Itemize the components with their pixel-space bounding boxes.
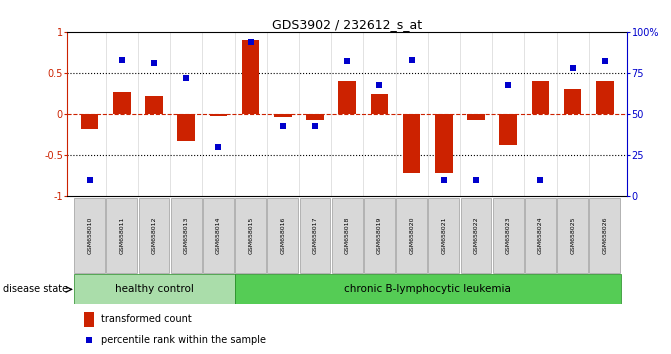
FancyBboxPatch shape [171,198,202,273]
Text: percentile rank within the sample: percentile rank within the sample [101,335,266,346]
Bar [306,114,324,120]
Text: GSM658012: GSM658012 [152,217,156,254]
Text: GSM658026: GSM658026 [603,217,607,254]
Point [213,144,224,150]
Bar [209,114,227,116]
FancyBboxPatch shape [299,198,331,273]
FancyBboxPatch shape [364,198,395,273]
FancyBboxPatch shape [589,198,620,273]
Point [374,82,384,87]
Point [599,59,610,64]
FancyBboxPatch shape [525,198,556,273]
FancyBboxPatch shape [428,198,459,273]
FancyBboxPatch shape [107,198,138,273]
Text: GSM658010: GSM658010 [87,217,92,254]
Bar [564,90,582,114]
Text: GSM658014: GSM658014 [216,217,221,254]
FancyBboxPatch shape [203,198,234,273]
Point [406,57,417,63]
Text: GSM658013: GSM658013 [184,217,189,254]
FancyBboxPatch shape [267,198,299,273]
FancyBboxPatch shape [331,198,363,273]
Point [342,59,353,64]
FancyBboxPatch shape [557,198,588,273]
Point [181,75,192,81]
Text: GSM658015: GSM658015 [248,217,253,254]
Point [278,123,289,129]
Point [149,60,160,66]
Point [567,65,578,71]
Bar [499,114,517,145]
FancyBboxPatch shape [235,198,266,273]
FancyBboxPatch shape [460,198,491,273]
Text: chronic B-lymphocytic leukemia: chronic B-lymphocytic leukemia [344,284,511,295]
Bar [435,114,453,173]
Point [246,39,256,45]
Text: GSM658023: GSM658023 [506,217,511,254]
Bar [274,114,292,118]
Bar [242,40,260,114]
Bar [338,81,356,114]
Point [535,177,546,183]
Point [84,337,95,343]
Text: GSM658016: GSM658016 [280,217,285,254]
Title: GDS3902 / 232612_s_at: GDS3902 / 232612_s_at [272,18,422,31]
Bar [370,95,389,114]
FancyBboxPatch shape [396,198,427,273]
Text: GSM658021: GSM658021 [442,217,446,254]
FancyBboxPatch shape [139,198,170,273]
Text: GSM658024: GSM658024 [538,217,543,254]
Text: healthy control: healthy control [115,284,193,295]
Point [85,177,95,183]
Text: GSM658025: GSM658025 [570,217,575,254]
Point [438,177,449,183]
Bar [403,114,421,173]
Point [470,177,481,183]
Text: GSM658020: GSM658020 [409,217,414,254]
Bar [467,114,485,120]
Bar [113,92,131,114]
Text: GSM658022: GSM658022 [474,217,478,254]
Text: GSM658017: GSM658017 [313,217,317,254]
FancyBboxPatch shape [74,198,105,273]
Bar [84,312,94,326]
Bar [145,96,163,114]
Text: GSM658019: GSM658019 [377,217,382,254]
Bar [177,114,195,141]
Bar [596,81,614,114]
Bar [81,114,99,129]
Point [503,82,513,87]
FancyBboxPatch shape [493,198,523,273]
Point [310,123,321,129]
Bar [531,81,550,114]
FancyBboxPatch shape [235,274,621,304]
Point [117,57,127,63]
Text: transformed count: transformed count [101,314,191,324]
Text: GSM658011: GSM658011 [119,217,124,254]
Text: disease state: disease state [3,284,68,295]
FancyBboxPatch shape [74,274,235,304]
Text: GSM658018: GSM658018 [345,217,350,254]
